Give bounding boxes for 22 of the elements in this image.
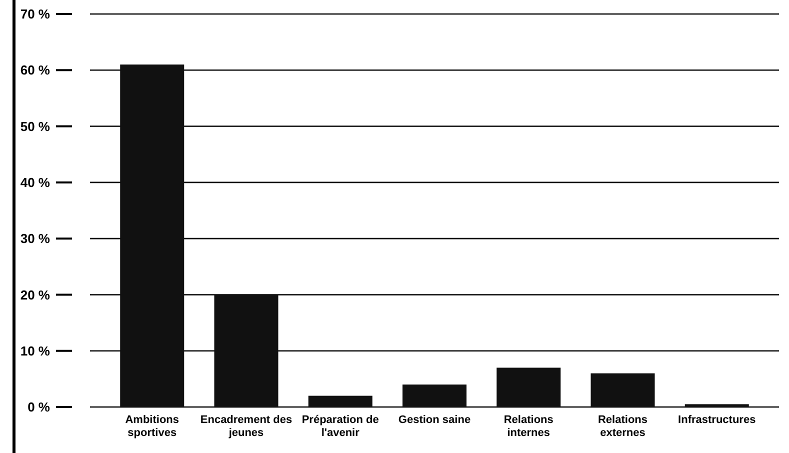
x-tick-label: Ambitions sportives: [125, 414, 180, 439]
bar: [214, 294, 278, 407]
y-tick-label: 40 %: [20, 174, 50, 190]
x-tick-label: Relations internes: [504, 414, 554, 439]
y-tick-label: 50 %: [20, 118, 50, 134]
x-tick-label: Préparation de l'avenir: [302, 414, 379, 439]
bar: [402, 384, 467, 407]
x-tick-label: Infrastructures: [678, 414, 756, 426]
y-tick-label: 60 %: [20, 62, 50, 78]
bar: [684, 404, 749, 407]
bar: [308, 396, 372, 407]
x-tick-label: Gestion saine: [398, 414, 471, 426]
y-tick-label: 30 %: [20, 231, 50, 246]
x-tick-label: Encadrement des jeunes: [200, 414, 292, 439]
bar: [496, 368, 561, 407]
bar: [120, 64, 184, 407]
y-tick-label: 70 %: [20, 6, 50, 22]
y-tick-label: 20 %: [20, 287, 50, 302]
y-tick-label: 0 %: [28, 400, 50, 415]
x-tick-label: Relations externes: [598, 414, 648, 439]
bar: [590, 373, 655, 407]
y-tick-label: 10 %: [20, 343, 50, 358]
